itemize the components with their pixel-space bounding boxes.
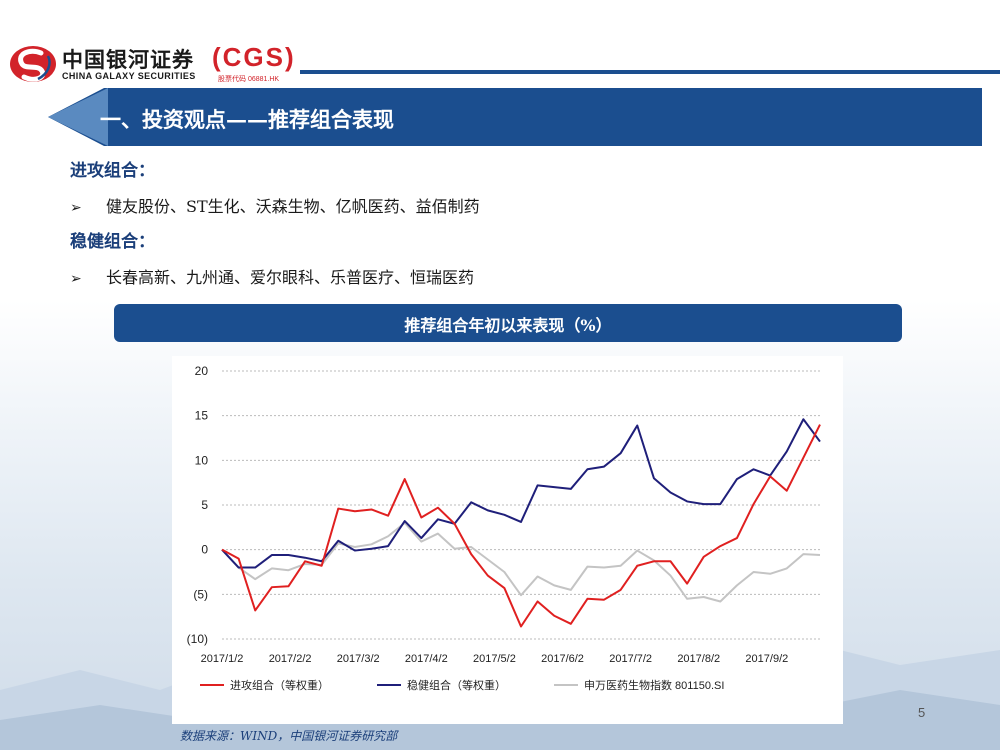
legend-label: 进攻组合（等权重） bbox=[230, 678, 329, 692]
header-rule bbox=[300, 70, 1000, 74]
chart-title: 推荐组合年初以来表现（%） bbox=[404, 316, 612, 335]
section-heading-steady: 稳健组合： bbox=[70, 232, 155, 252]
page-number: 5 bbox=[918, 705, 926, 720]
cgs-logo-icon bbox=[10, 46, 56, 82]
chart-panel: 20 15 10 5 0 (5) (10) 2017/1/2 2017/2/2 2017/3/2 2… bbox=[172, 356, 843, 724]
list-item-text: 长春高新、九州通、爱尔眼科、乐普医疗、恒瑞医药 bbox=[106, 268, 475, 287]
chart-title-bar: 推荐组合年初以来表现（%） bbox=[114, 304, 902, 342]
series-line bbox=[221, 424, 821, 628]
legend-label: 申万医药生物指数 801150.SI bbox=[584, 678, 724, 692]
list-item-text: 健友股份、ST生化、沃森生物、亿帆医药、益佰制药 bbox=[106, 197, 480, 216]
x-tick-label: 2017/7/2 bbox=[609, 653, 652, 665]
y-tick-label: 5 bbox=[201, 498, 208, 512]
line-chart: 20 15 10 5 0 (5) (10) 2017/1/2 2017/2/2 2017/3/2 2… bbox=[187, 364, 821, 692]
x-tick-label: 2017/1/2 bbox=[201, 653, 244, 665]
y-tick-label: 10 bbox=[195, 453, 209, 467]
legend-label: 稳健组合（等权重） bbox=[407, 678, 506, 692]
page-title: 一、投资观点——推荐组合表现 bbox=[100, 107, 394, 132]
stock-code: 股票代码 06881.HK bbox=[218, 76, 280, 83]
y-tick-label: 15 bbox=[195, 409, 209, 423]
bullet-arrow-icon: ➢ bbox=[70, 271, 82, 287]
series-line bbox=[221, 418, 821, 569]
list-item-attack: ➢ 健友股份、ST生化、沃森生物、亿帆医药、益佰制药 bbox=[70, 193, 480, 217]
title-banner bbox=[48, 88, 982, 146]
brand-abbr: (CGS) bbox=[212, 42, 296, 72]
x-tick-label: 2017/9/2 bbox=[745, 653, 788, 665]
y-tick-label: (5) bbox=[193, 587, 208, 601]
x-tick-label: 2017/3/2 bbox=[337, 653, 380, 665]
source-note: 数据来源：WIND，中国银河证券研究部 bbox=[180, 729, 398, 743]
y-tick-label: (10) bbox=[187, 632, 208, 646]
list-item-steady: ➢ 长春高新、九州通、爱尔眼科、乐普医疗、恒瑞医药 bbox=[70, 264, 474, 288]
y-tick-label: 20 bbox=[195, 364, 209, 378]
x-tick-label: 2017/5/2 bbox=[473, 653, 516, 665]
x-tick-label: 2017/4/2 bbox=[405, 653, 448, 665]
bullet-arrow-icon: ➢ bbox=[70, 200, 82, 216]
x-tick-label: 2017/2/2 bbox=[269, 653, 312, 665]
x-tick-label: 2017/8/2 bbox=[677, 653, 720, 665]
brand-name-cn: 中国银河证券 bbox=[62, 48, 194, 72]
section-heading-attack: 进攻组合： bbox=[70, 161, 155, 181]
y-tick-label: 0 bbox=[201, 543, 208, 557]
brand-name-en: CHINA GALAXY SECURITIES bbox=[62, 71, 196, 81]
x-tick-label: 2017/6/2 bbox=[541, 653, 584, 665]
